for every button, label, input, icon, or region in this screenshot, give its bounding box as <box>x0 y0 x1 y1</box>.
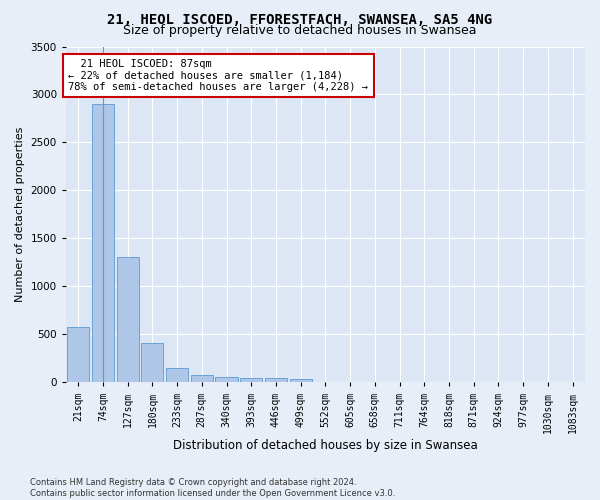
Bar <box>265 378 287 382</box>
Text: Size of property relative to detached houses in Swansea: Size of property relative to detached ho… <box>123 24 477 37</box>
Text: Contains HM Land Registry data © Crown copyright and database right 2024.
Contai: Contains HM Land Registry data © Crown c… <box>30 478 395 498</box>
Bar <box>166 368 188 382</box>
Bar <box>191 374 213 382</box>
Bar <box>92 104 114 382</box>
Bar <box>215 376 238 382</box>
Text: 21 HEOL ISCOED: 87sqm
← 22% of detached houses are smaller (1,184)
78% of semi-d: 21 HEOL ISCOED: 87sqm ← 22% of detached … <box>68 59 368 92</box>
Bar <box>240 378 262 382</box>
Text: 21, HEOL ISCOED, FFORESTFACH, SWANSEA, SA5 4NG: 21, HEOL ISCOED, FFORESTFACH, SWANSEA, S… <box>107 12 493 26</box>
X-axis label: Distribution of detached houses by size in Swansea: Distribution of detached houses by size … <box>173 440 478 452</box>
Bar <box>290 378 312 382</box>
Bar <box>116 256 139 382</box>
Bar <box>141 342 163 382</box>
Y-axis label: Number of detached properties: Number of detached properties <box>15 127 25 302</box>
Bar <box>67 326 89 382</box>
